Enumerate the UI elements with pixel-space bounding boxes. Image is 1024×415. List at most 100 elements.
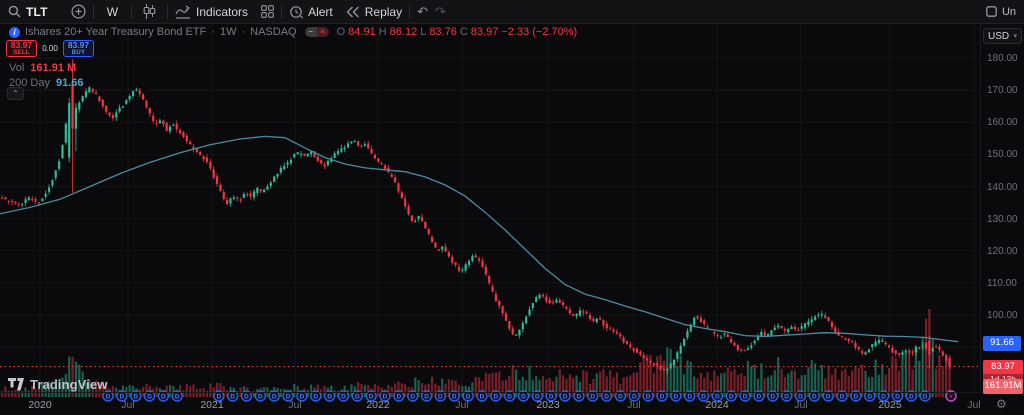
dividend-marker[interactable]: D (282, 390, 294, 402)
time-tick-label: 2022 (366, 399, 390, 411)
svg-text:D: D (743, 393, 748, 400)
toolbar-right-group: Un (986, 6, 1016, 18)
legend-collapse-button[interactable]: ⌃ (7, 87, 24, 100)
low-label: L (420, 26, 427, 38)
svg-text:D: D (369, 393, 374, 400)
time-tick-label: 2023 (536, 399, 560, 411)
dividend-marker[interactable]: D (808, 390, 821, 402)
dividend-marker[interactable]: D (490, 390, 502, 402)
dividend-marker[interactable]: D (226, 390, 239, 402)
compare-button[interactable] (71, 4, 86, 19)
layout-grid-button[interactable] (261, 5, 274, 18)
info-icon[interactable]: i (9, 26, 20, 38)
ma-legend[interactable]: 200 Day 91.66 (9, 77, 84, 89)
dividend-marker[interactable]: D (628, 390, 640, 402)
sell-button[interactable]: 83.97 SELL (6, 40, 37, 57)
svg-text:D: D (521, 393, 526, 400)
dividend-marker[interactable]: D (213, 390, 225, 402)
dividend-marker[interactable]: D (337, 390, 350, 402)
svg-text:D: D (106, 393, 111, 400)
dividend-marker[interactable]: D (393, 390, 405, 402)
dividend-marker[interactable]: D (836, 390, 848, 402)
dividend-marker[interactable]: D (739, 390, 751, 402)
redo-button[interactable]: ↷ (435, 5, 446, 18)
dividend-marker[interactable]: D (891, 390, 904, 402)
dividend-marker[interactable]: D (407, 390, 419, 402)
dividend-marker[interactable]: D (323, 390, 336, 402)
dividend-marker[interactable]: D (656, 390, 668, 402)
dividend-marker[interactable]: D (697, 390, 710, 402)
chart-style-button[interactable] (139, 4, 160, 19)
dividend-marker[interactable]: D (780, 390, 793, 402)
dividend-marker[interactable]: D (157, 390, 170, 402)
watermark-text: TradingView (30, 377, 108, 392)
time-axis[interactable]: 2020 Jul 2021 Jul 2022 Jul 2023 Jul 2024 Jul 2025 J… (0, 392, 1024, 415)
dividend-marker[interactable]: D (462, 390, 474, 402)
dividend-marker[interactable]: D (116, 390, 128, 402)
dividend-marker[interactable]: D (143, 390, 156, 402)
price-scale[interactable]: USD ▾ 180.00 170.00 160.00 150.00 140.00 130.… (980, 24, 1024, 394)
dividend-marker[interactable]: D (420, 390, 433, 402)
dividend-marker[interactable]: D (351, 390, 363, 402)
checkbox-icon[interactable] (986, 6, 997, 17)
dividend-marker[interactable]: D (448, 390, 460, 402)
dividend-marker[interactable]: D (171, 390, 183, 402)
dividend-marker[interactable]: D (725, 390, 737, 402)
svg-text:D: D (396, 393, 401, 400)
dividend-marker[interactable]: D (559, 390, 571, 402)
dividend-marker[interactable]: D (268, 390, 280, 402)
svg-text:D: D (840, 393, 845, 400)
dividend-marker[interactable]: D (531, 390, 544, 402)
buy-button[interactable]: 83.97 BUY (63, 40, 94, 57)
sell-label: SELL (13, 50, 30, 57)
alert-button[interactable]: Alert (289, 5, 333, 19)
market-status-toggle[interactable]: − ≡ (304, 27, 329, 37)
dividend-marker[interactable]: D (850, 390, 862, 402)
dividend-marker[interactable]: D (310, 390, 322, 402)
undo-button[interactable]: ↶ (417, 5, 428, 18)
event-marker[interactable]: ⚡ (945, 390, 957, 402)
indicators-icon (175, 5, 191, 19)
dividend-marker[interactable]: D (102, 390, 114, 402)
dividend-marker[interactable]: D (517, 390, 530, 402)
dividend-marker[interactable]: D (476, 390, 488, 402)
interval-button[interactable]: W (101, 5, 124, 19)
dividend-marker[interactable]: D (365, 390, 377, 402)
dividend-marker[interactable]: D (794, 390, 807, 402)
time-tick-label: 2025 (878, 399, 902, 411)
dividend-marker[interactable]: D (711, 390, 724, 402)
dividend-marker[interactable]: D (503, 390, 516, 402)
volume-legend[interactable]: Vol 161.91 M (9, 62, 76, 74)
dividend-marker[interactable]: D (296, 390, 308, 402)
dividend-marker[interactable]: D (573, 390, 585, 402)
dividend-marker[interactable]: D (642, 390, 654, 402)
symbol-legend[interactable]: i Ishares 20+ Year Treasury Bond ETF · 1… (9, 26, 577, 38)
dividend-marker[interactable]: D (877, 390, 890, 402)
bars-icon: ≡ (316, 27, 329, 37)
dividend-marker[interactable]: D (129, 390, 142, 402)
dividend-marker[interactable]: D (905, 390, 917, 402)
dividend-marker[interactable]: D (379, 390, 391, 402)
toolbar-divider (131, 4, 133, 19)
dividend-marker[interactable]: D (614, 390, 627, 402)
dividend-marker[interactable]: D (822, 390, 834, 402)
dividend-marker[interactable]: D (670, 390, 682, 402)
dividend-marker[interactable]: D (254, 390, 267, 402)
indicators-button[interactable]: Indicators (175, 5, 248, 19)
dividend-marker[interactable]: D (684, 390, 696, 402)
dividend-marker[interactable]: D (600, 390, 613, 402)
symbol-search-button[interactable]: TLT (8, 5, 48, 19)
dividend-marker[interactable]: D (753, 390, 765, 402)
dividend-marker[interactable]: D (434, 390, 447, 402)
dividend-marker[interactable]: D (587, 390, 599, 402)
dividend-marker[interactable]: D (767, 390, 779, 402)
dividend-marker[interactable]: D (919, 390, 931, 402)
dividend-marker[interactable]: D (545, 390, 557, 402)
currency-dropdown[interactable]: USD ▾ (983, 28, 1022, 44)
replay-button[interactable]: Replay (346, 5, 402, 19)
dividend-marker[interactable]: D (864, 390, 876, 402)
time-tick-label: 2024 (705, 399, 729, 411)
dividend-marker[interactable]: D (240, 390, 253, 402)
gear-icon[interactable]: ⚙ (996, 397, 1007, 411)
